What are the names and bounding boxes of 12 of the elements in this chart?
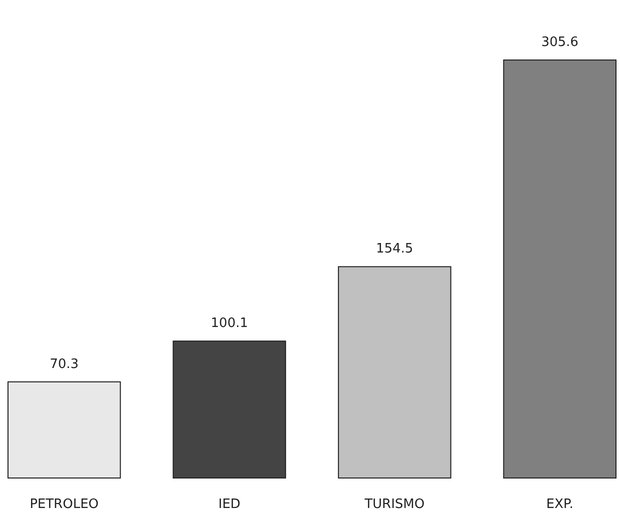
data-label: 70.3	[50, 356, 79, 372]
x-tick-label: IED	[218, 497, 240, 512]
bar	[172, 340, 286, 478]
x-tick-label: PETROLEO	[30, 497, 99, 512]
bar	[8, 381, 121, 478]
x-tick-label: TURISMO	[364, 497, 425, 512]
data-label: 100.1	[210, 316, 248, 332]
x-tick-label: EXP.	[546, 497, 574, 512]
data-label: 305.6	[541, 35, 578, 50]
bar	[338, 266, 452, 478]
bar	[503, 60, 616, 478]
data-label: 154.5	[376, 242, 414, 257]
